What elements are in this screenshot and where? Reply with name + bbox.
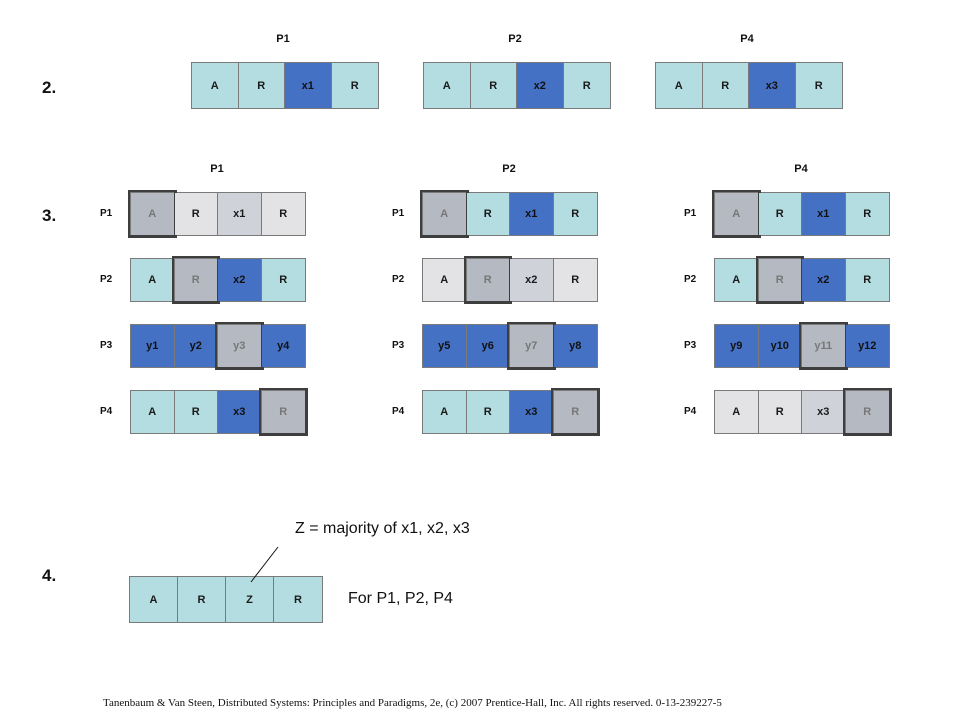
row-label: P2: [392, 274, 405, 285]
vector-cell: R: [331, 63, 378, 108]
vector-cell: R: [261, 259, 305, 301]
vector-row: y9 y10 y11 y12: [714, 322, 890, 370]
vector-cell: R: [553, 259, 597, 301]
vector-cell: A: [131, 259, 175, 301]
vector-cell: R: [178, 577, 226, 622]
vector-cell: R: [470, 63, 517, 108]
vector-cell: x3: [802, 391, 846, 433]
vector-cell: R: [258, 388, 308, 436]
vector-cell: x2: [510, 259, 554, 301]
vector-row: y5 y6 y7 y8: [422, 322, 598, 370]
vector-cell: R: [845, 193, 889, 235]
vector-cell: x2: [802, 259, 846, 301]
row-label: P3: [392, 340, 405, 351]
vector-cell: y10: [758, 325, 802, 367]
process-header: P4: [740, 33, 754, 45]
step-2-label: 2.: [42, 78, 57, 97]
vector-cell: y5: [423, 325, 467, 367]
vector-cell: x3: [510, 391, 554, 433]
row-label: P3: [100, 340, 113, 351]
vector-cell: x1: [802, 193, 846, 235]
step-3-label: 3.: [42, 206, 57, 225]
row-label: P4: [392, 406, 405, 417]
process-header: P1: [210, 163, 224, 175]
vector-cell: R: [845, 259, 889, 301]
vector-cell: R: [174, 391, 218, 433]
process-header: P1: [276, 33, 290, 45]
row-label: P4: [684, 406, 697, 417]
vector-cell: R: [550, 388, 600, 436]
vector-row: y1 y2 y3 y4: [130, 322, 306, 370]
vector-cell: x2: [218, 259, 262, 301]
vector-cell: x3: [749, 63, 796, 108]
vector-cell: R: [174, 193, 218, 235]
vector-cell: x1: [510, 193, 554, 235]
vector-cell: R: [758, 193, 802, 235]
vector-cell: y6: [466, 325, 510, 367]
vector-cell: A: [423, 391, 467, 433]
vector-cell: Z: [226, 577, 274, 622]
pointer-line: [250, 546, 279, 583]
vector-cell: R: [238, 63, 285, 108]
row-label: P2: [684, 274, 697, 285]
vector-cell: A: [192, 63, 239, 108]
vector-cell: A: [423, 259, 467, 301]
vector-cell: y3: [215, 322, 263, 370]
vector-cell: R: [466, 193, 510, 235]
vector-cell: x1: [218, 193, 262, 235]
vector-cell: R: [702, 63, 749, 108]
vector-cell: R: [842, 388, 892, 436]
vector-cell: R: [274, 577, 322, 622]
vector-cell: y2: [174, 325, 218, 367]
for-processes-text: For P1, P2, P4: [348, 590, 453, 607]
vector-cell: A: [130, 577, 178, 622]
row-label: P4: [100, 406, 113, 417]
vector-cell: A: [715, 391, 759, 433]
vector-cell: R: [563, 63, 610, 108]
vector-cell: A: [715, 259, 759, 301]
step-4-label: 4.: [42, 566, 57, 585]
vector-cell: R: [795, 63, 842, 108]
vector-cell: R: [758, 391, 802, 433]
vector-cell: A: [131, 391, 175, 433]
vector-cell: A: [656, 63, 703, 108]
process-header: P4: [794, 163, 808, 175]
vector-cell: x1: [285, 63, 332, 108]
process-header: P2: [502, 163, 516, 175]
process-header: P2: [508, 33, 522, 45]
vector-cell: A: [424, 63, 471, 108]
vector-cell: y1: [131, 325, 175, 367]
row-label: P1: [392, 208, 405, 219]
vector-cell: R: [261, 193, 305, 235]
vector-cell: y8: [553, 325, 597, 367]
row-label: P1: [100, 208, 113, 219]
row-label: P3: [684, 340, 697, 351]
row-label: P1: [684, 208, 697, 219]
vector-cell: y9: [715, 325, 759, 367]
vector-cell: x2: [517, 63, 564, 108]
vector-cell: R: [553, 193, 597, 235]
vector-cell: y12: [845, 325, 889, 367]
vector-cell: y4: [261, 325, 305, 367]
row-label: P2: [100, 274, 113, 285]
majority-note: Z = majority of x1, x2, x3: [295, 520, 470, 537]
vector-cell: R: [466, 391, 510, 433]
vector-cell: x3: [218, 391, 262, 433]
copyright-footer: Tanenbaum & Van Steen, Distributed Syste…: [103, 697, 722, 709]
